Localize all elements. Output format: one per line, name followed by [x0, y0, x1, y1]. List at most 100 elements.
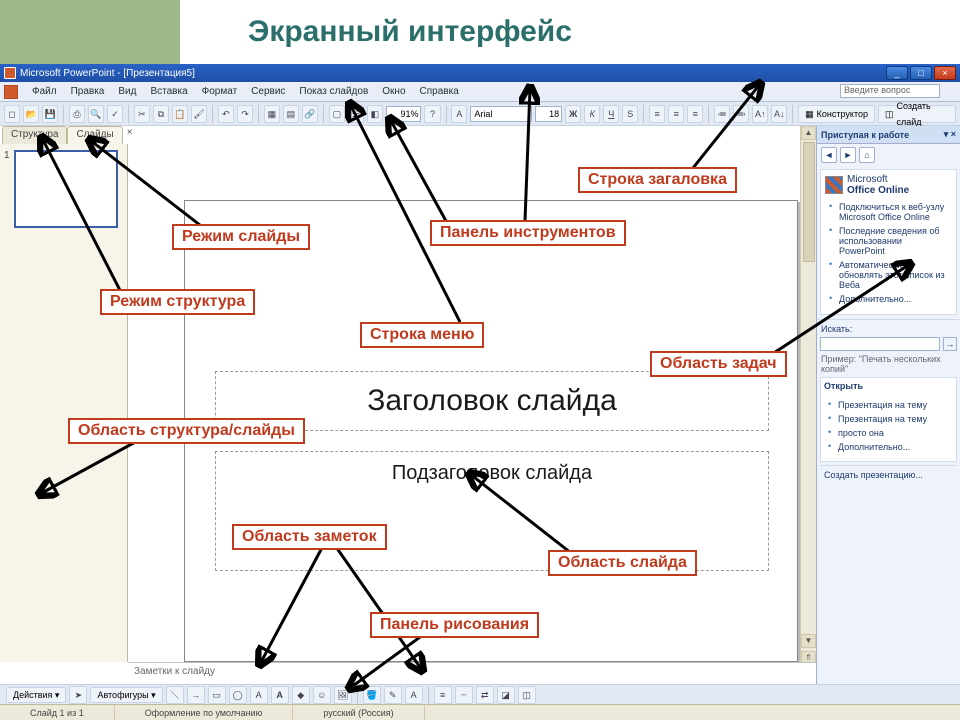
chart-button[interactable]: ▦ [264, 105, 280, 123]
help-button[interactable]: ? [424, 105, 440, 123]
tab-outline[interactable]: Структура [2, 126, 67, 144]
select-arrow-icon[interactable]: ➤ [69, 686, 87, 704]
taskpane-search-input[interactable] [820, 337, 940, 351]
menu-insert[interactable]: Вставка [144, 86, 193, 97]
taskpane-back-icon[interactable]: ◄ [821, 147, 837, 163]
tabs-close-icon[interactable]: × [123, 126, 137, 142]
dash-style-icon[interactable]: ┄ [455, 686, 473, 704]
taskpane-search-go[interactable]: → [943, 337, 957, 351]
increase-font-button[interactable]: A↑ [752, 105, 768, 123]
tp-link[interactable]: Подключиться к веб-узлу Microsoft Office… [827, 200, 950, 224]
hyperlink-button[interactable]: 🔗 [302, 105, 318, 123]
callout-slides_mode: Режим слайды [172, 224, 310, 250]
scroll-down-icon[interactable]: ▼ [801, 634, 816, 648]
notes-pane[interactable]: Заметки к слайду [128, 662, 816, 684]
underline-button[interactable]: Ч [603, 105, 619, 123]
line-icon[interactable]: ＼ [166, 686, 184, 704]
new-button[interactable]: ◻ [4, 105, 20, 123]
task-pane[interactable]: Приступая к работе ▾ × ◄ ► ⌂ Microsoft O… [816, 126, 960, 684]
numbering-button[interactable]: ≕ [733, 105, 749, 123]
threed-icon[interactable]: ◫ [518, 686, 536, 704]
menu-format[interactable]: Формат [196, 86, 244, 97]
preview-button[interactable]: 🔍 [88, 105, 104, 123]
tab-slides[interactable]: Слайды [67, 126, 122, 144]
italic-button[interactable]: К [584, 105, 600, 123]
new-slide-button[interactable]: ◫Создать слайд [878, 105, 956, 123]
vertical-scrollbar[interactable]: ▲ ▼ ⇑ ⇓ [800, 126, 816, 682]
ask-question-box[interactable]: Введите вопрос [840, 84, 940, 98]
draw-actions-menu[interactable]: Действия ▾ [6, 687, 66, 703]
oval-icon[interactable]: ◯ [229, 686, 247, 704]
recent-item[interactable]: просто она [826, 426, 951, 440]
line-color-icon[interactable]: ✎ [384, 686, 402, 704]
menu-help[interactable]: Справка [414, 86, 465, 97]
redo-button[interactable]: ↷ [237, 105, 253, 123]
office-online-icon [825, 176, 843, 194]
show-button[interactable]: ▢ [329, 105, 345, 123]
rect-icon[interactable]: ▭ [208, 686, 226, 704]
scroll-thumb[interactable] [803, 142, 815, 262]
zoom-combo[interactable]: 91% [386, 106, 422, 122]
bold-button[interactable]: Ж [565, 105, 581, 123]
menu-window[interactable]: Окно [376, 86, 411, 97]
taskpane-title[interactable]: Приступая к работе ▾ × [817, 126, 960, 144]
decrease-font-button[interactable]: A↓ [771, 105, 787, 123]
taskpane-create-link[interactable]: Создать презентацию... [820, 465, 957, 484]
taskpane-fwd-icon[interactable]: ► [840, 147, 856, 163]
undo-button[interactable]: ↶ [218, 105, 234, 123]
font-dropdown-icon[interactable]: A [451, 105, 467, 123]
open-button[interactable]: 📂 [23, 105, 39, 123]
recent-item[interactable]: Презентация на тему [826, 398, 951, 412]
recent-item[interactable]: Презентация на тему [826, 412, 951, 426]
clipart-icon[interactable]: ☺ [313, 686, 331, 704]
align-left-button[interactable]: ≡ [649, 105, 665, 123]
align-right-button[interactable]: ≡ [687, 105, 703, 123]
shadow-button[interactable]: S [622, 105, 638, 123]
designer-button[interactable]: ▦Конструктор [798, 105, 875, 123]
bullets-button[interactable]: ≔ [714, 105, 730, 123]
menu-view[interactable]: Вид [112, 86, 142, 97]
spell-button[interactable]: ✓ [107, 105, 123, 123]
autoshapes-menu[interactable]: Автофигуры ▾ [90, 687, 162, 703]
print-button[interactable]: ⎙ [69, 105, 85, 123]
arrow-style-icon[interactable]: ⇄ [476, 686, 494, 704]
color-button[interactable]: ◧ [367, 105, 383, 123]
minimize-button[interactable]: _ [886, 66, 908, 80]
tp-link[interactable]: Автоматически обновлять этот список из В… [827, 258, 950, 292]
font-size-combo[interactable]: 18 [535, 106, 562, 122]
arrow-icon[interactable]: → [187, 686, 205, 704]
wordart-icon[interactable]: 𝐀 [271, 686, 289, 704]
taskpane-home-icon[interactable]: ⌂ [859, 147, 875, 163]
menu-slideshow[interactable]: Показ слайдов [293, 86, 374, 97]
maximize-button[interactable]: □ [910, 66, 932, 80]
line-style-icon[interactable]: ≡ [434, 686, 452, 704]
grid-button[interactable]: ☷ [348, 105, 364, 123]
title-bar[interactable]: Microsoft PowerPoint - [Презентация5] _ … [0, 64, 960, 82]
slide-thumbnail-1[interactable] [14, 150, 118, 228]
scroll-up-icon[interactable]: ▲ [801, 126, 816, 140]
taskpane-dropdown-icon[interactable]: ▾ × [944, 129, 956, 140]
outline-slides-pane[interactable]: 1 [0, 144, 128, 662]
title-text: Заголовок слайда [367, 384, 617, 418]
paste-button[interactable]: 📋 [172, 105, 188, 123]
menu-file[interactable]: Файл [26, 86, 63, 97]
font-color-icon[interactable]: A [405, 686, 423, 704]
textbox-icon[interactable]: A [250, 686, 268, 704]
tp-link[interactable]: Дополнительно... [827, 292, 950, 306]
diagram-icon[interactable]: ◆ [292, 686, 310, 704]
cut-button[interactable]: ✂ [134, 105, 150, 123]
format-painter-button[interactable]: 🖌 [191, 105, 207, 123]
copy-button[interactable]: ⧉ [153, 105, 169, 123]
menu-tools[interactable]: Сервис [245, 86, 291, 97]
picture-icon[interactable]: 🖼 [334, 686, 352, 704]
font-name-combo[interactable]: Arial [470, 106, 532, 122]
fill-icon[interactable]: 🪣 [363, 686, 381, 704]
align-center-button[interactable]: ≡ [668, 105, 684, 123]
shadow-style-icon[interactable]: ◪ [497, 686, 515, 704]
close-button[interactable]: × [934, 66, 956, 80]
tp-link[interactable]: Последние сведения об использовании Powe… [827, 224, 950, 258]
save-button[interactable]: 💾 [42, 105, 58, 123]
table-button[interactable]: ▤ [283, 105, 299, 123]
recent-item[interactable]: Дополнительно... [826, 440, 951, 454]
menu-edit[interactable]: Правка [65, 86, 111, 97]
